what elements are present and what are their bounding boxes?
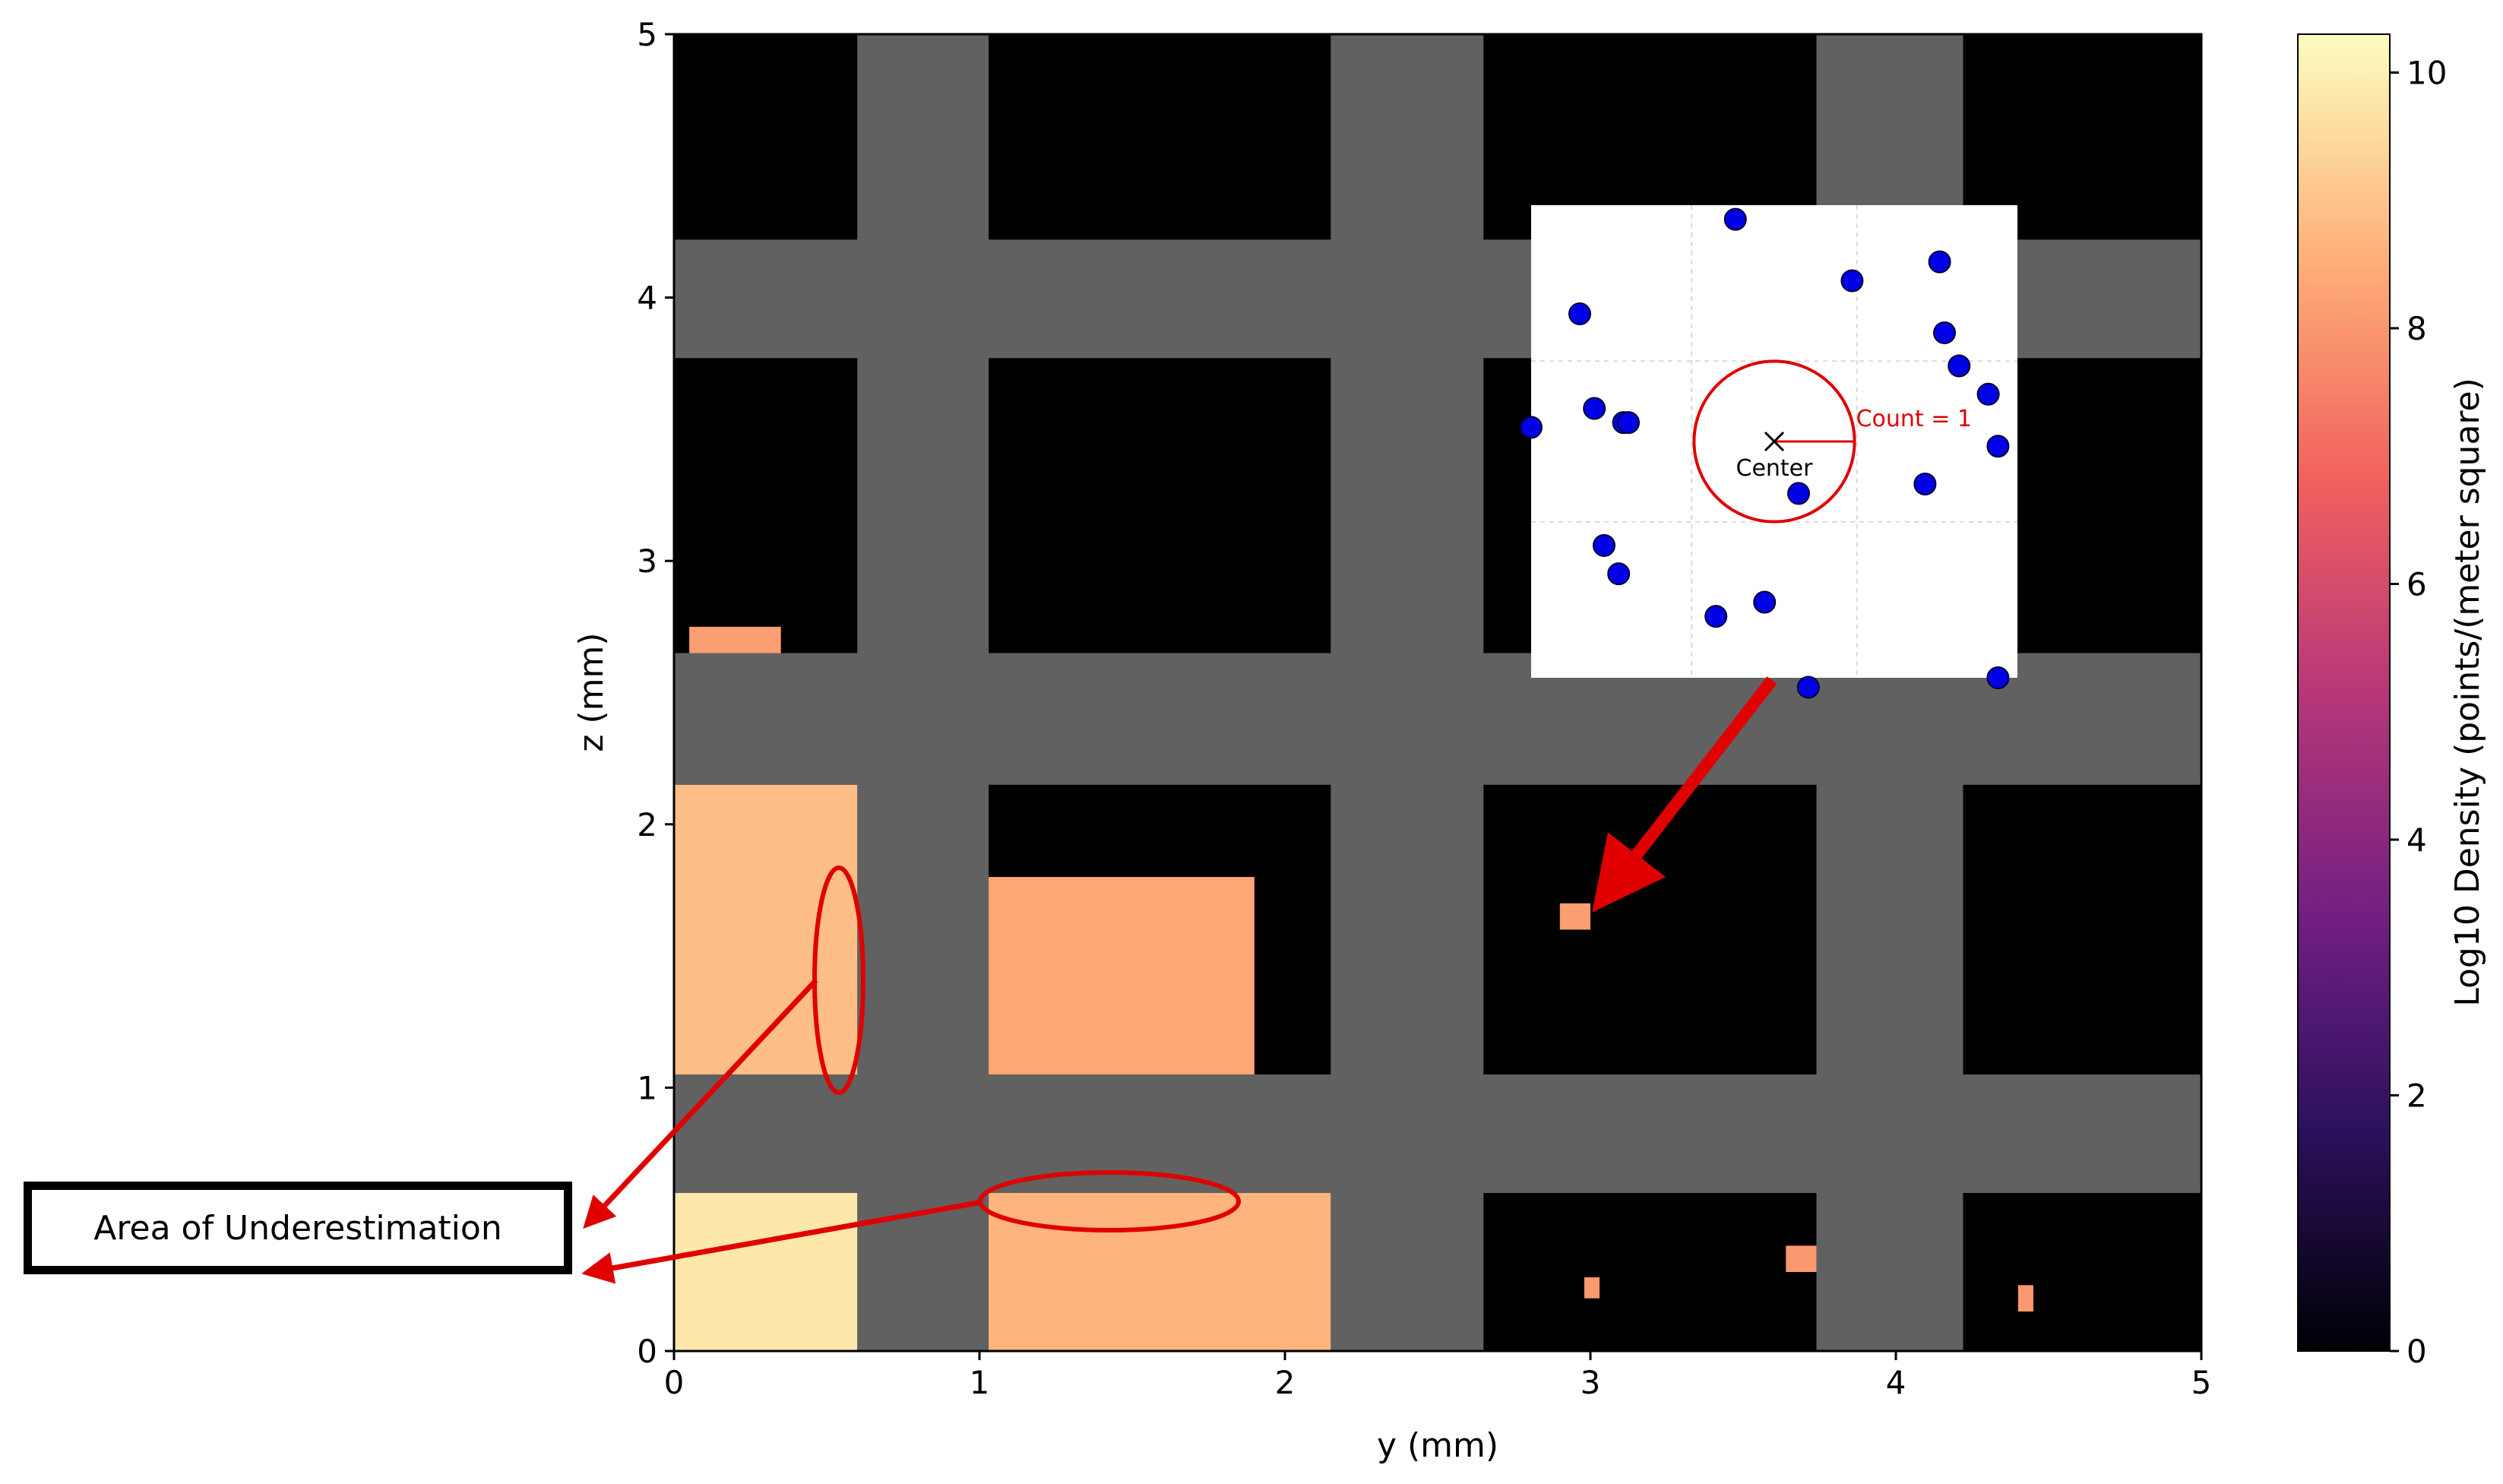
inset-point [1723,207,1747,231]
density-region [2017,1285,2033,1312]
lattice-cell [1483,1193,1817,1351]
inset-point [1568,302,1591,326]
colorbar-tick-label: 6 [2406,565,2427,603]
inset-point [1948,354,1971,378]
density-region [1584,1277,1600,1299]
y-tick-label: 2 [637,806,657,843]
inset-point [1928,250,1951,274]
lattice-cell [1963,784,2201,1075]
inset-point [1933,321,1956,344]
inset-point [1796,676,1820,699]
callout-text: Area of Underestimation [93,1208,502,1248]
colorbar-ticks: 0 2 4 6 8 10 [2390,54,2447,1370]
inset-center-marker [1764,431,1785,452]
inset-point [1787,482,1810,505]
density-region [989,877,1255,1075]
lattice-cell [674,34,858,240]
inset-point [1617,411,1640,435]
lattice-cell [674,358,858,653]
density-region [1786,1245,1817,1273]
density-region [989,1193,1331,1351]
inset-point [1593,533,1615,557]
x-tick-label: 0 [664,1364,685,1401]
x-tick-label: 5 [2191,1364,2212,1401]
inset-point [1913,472,1937,495]
inset-count-label: Count = 1 [1856,406,1972,432]
colorbar-label: Log10 Density (points/(meter square) [2448,378,2487,1007]
colorbar-tick-label: 10 [2406,54,2447,91]
inset-grid [1531,205,2017,678]
colorbar-tick-label: 4 [2406,821,2427,859]
annotations [581,676,1777,1284]
lattice-cell [989,34,1331,240]
inset-center-label: Center [1736,455,1814,482]
inset-point [1607,562,1631,586]
lattice-cell [1963,1193,2201,1351]
x-tick-label: 3 [1581,1364,1601,1401]
x-tick-label: 4 [1886,1364,1907,1401]
arrow-to-callout-1 [583,978,818,1229]
inset-point [1976,382,2000,406]
inset-point [1704,605,1728,628]
x-tick-label: 1 [970,1364,990,1401]
inset-point [1986,666,2010,689]
colorbar [2297,33,2391,1352]
inset-point [1753,590,1777,614]
y-tick-label: 4 [637,280,657,317]
y-tick-label: 1 [637,1069,657,1106]
inset-center-x-stroke [1764,431,1785,452]
inset-point [1583,397,1606,420]
y-tick-label: 3 [637,543,657,580]
y-tick-label: 0 [637,1333,657,1370]
inset-points [1520,207,2010,699]
y-axis: 0 1 2 3 4 5 [637,16,674,1370]
density-region [689,626,781,653]
axes-frame [672,33,2203,1353]
density-region [674,1193,858,1351]
y-tick-label: 5 [637,16,657,53]
inset-pointer-arrow [1592,676,1777,913]
x-axis: 0 1 2 3 4 5 [664,1351,2212,1401]
arrow-to-callout-2 [581,1199,983,1284]
inset-point [1840,269,1864,293]
inset-zoom: Center Count = 1 [1520,205,2017,699]
colorbar-tick-label: 2 [2406,1077,2427,1114]
lattice-cell [989,358,1331,653]
density-region [674,784,858,1075]
colorbar-tick-label: 0 [2406,1333,2427,1370]
x-axis-label: y (mm) [1377,1426,1498,1465]
colorbar-tick-label: 8 [2406,310,2427,347]
inset-point [1986,435,2010,458]
y-axis-label: z (mm) [572,632,611,751]
inset-point [1520,416,1543,439]
density-region [1559,903,1590,930]
underestimation-callout: Area of Underestimation [24,1182,572,1274]
x-tick-label: 2 [1275,1364,1296,1401]
